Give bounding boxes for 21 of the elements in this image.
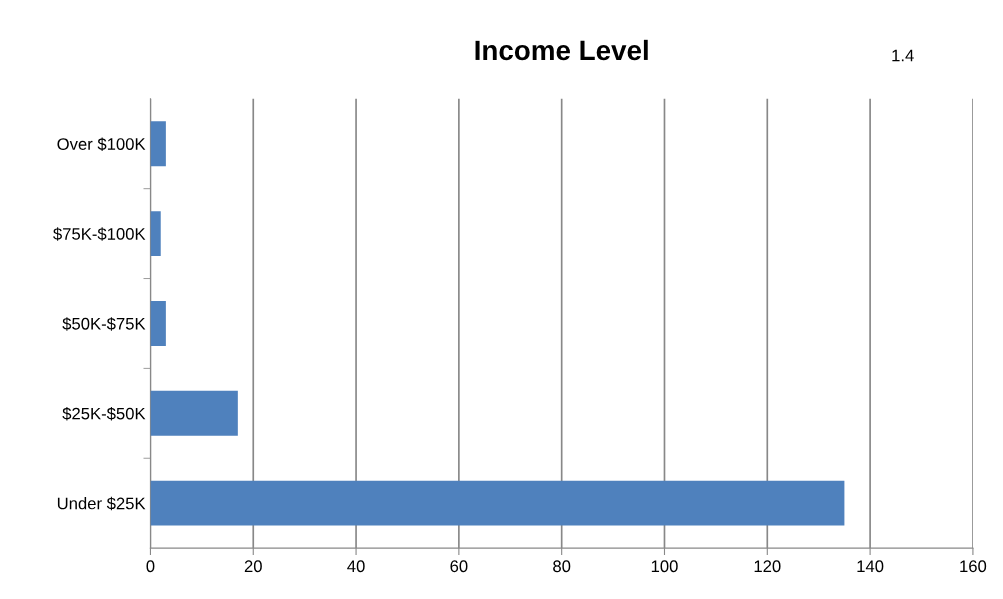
bar [150, 211, 161, 257]
chart-title: Income Level [475, 39, 648, 61]
x-tick-label: 20 [244, 560, 262, 573]
y-tick-label: $25K-$50K [62, 407, 146, 421]
bar [150, 480, 845, 526]
y-tick-label: Over $100K [57, 137, 146, 151]
y-tick-label: $50K-$75K [62, 317, 146, 331]
x-tick-label: 80 [553, 560, 571, 573]
x-tick-label: 60 [450, 560, 468, 573]
x-tick-label: 40 [347, 560, 365, 573]
x-tick-label: 140 [857, 560, 884, 573]
x-tick-label: 0 [146, 560, 155, 573]
x-tick-label: 160 [960, 560, 987, 573]
bar [150, 390, 238, 436]
bar [150, 121, 166, 167]
x-tick-label: 120 [754, 560, 781, 573]
text: 1.4 [892, 49, 914, 62]
bar [150, 301, 166, 346]
x-tick-label: 100 [651, 560, 678, 573]
y-tick-label: $75K-$100K [53, 227, 146, 241]
y-tick-label: Under $25K [57, 496, 146, 511]
